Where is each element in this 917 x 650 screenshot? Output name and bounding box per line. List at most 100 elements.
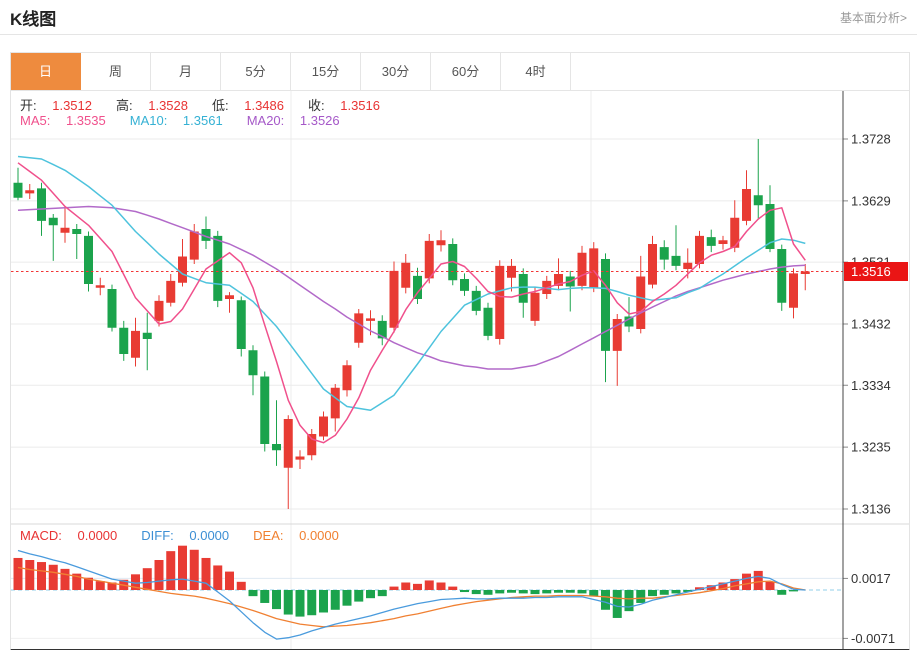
macd-hist-bar bbox=[648, 590, 657, 597]
candle-body bbox=[518, 274, 528, 303]
macd-hist-bar bbox=[131, 574, 140, 590]
macd-hist-bar bbox=[636, 590, 646, 603]
macd-hist-bar bbox=[13, 557, 23, 590]
ma20-line bbox=[17, 205, 806, 370]
tab-15分[interactable]: 15分 bbox=[291, 53, 361, 90]
candle-body bbox=[295, 456, 305, 460]
candle-body bbox=[730, 217, 740, 248]
macd-y-axis-label: -0.0071 bbox=[851, 631, 895, 646]
macd-hist-bar bbox=[60, 568, 70, 590]
candle-body bbox=[25, 190, 35, 194]
macd-hist-bar bbox=[659, 590, 669, 595]
macd-hist-bar bbox=[730, 579, 740, 590]
period-tabs: 日周月 5分 15分 30分 60分 4时 bbox=[11, 52, 909, 91]
candle-body bbox=[201, 229, 211, 241]
fundamental-analysis-link[interactable]: 基本面分析> bbox=[839, 10, 907, 25]
macd-hist-bar bbox=[389, 586, 399, 590]
macd-hist-bar bbox=[342, 590, 352, 606]
candle-body bbox=[319, 416, 328, 437]
candle-body bbox=[577, 252, 587, 286]
macd-hist-bar bbox=[624, 590, 634, 612]
candle-body bbox=[213, 235, 223, 301]
candle-body bbox=[765, 204, 775, 249]
macd-hist-bar bbox=[377, 590, 387, 597]
candle-body bbox=[377, 320, 387, 339]
candle-body bbox=[742, 189, 751, 221]
chart-area: 1.37281.36291.35311.34321.33341.32351.31… bbox=[11, 91, 909, 649]
macd-hist-bar bbox=[354, 590, 364, 602]
macd-hist-bar bbox=[589, 590, 599, 597]
last-price-badge bbox=[844, 262, 908, 281]
macd-hist-bar bbox=[330, 590, 340, 610]
candle-body bbox=[789, 273, 798, 308]
macd-hist-bar bbox=[48, 564, 58, 590]
macd-hist-bar bbox=[260, 590, 270, 603]
macd-hist-bar bbox=[236, 581, 246, 590]
macd-hist-bar bbox=[448, 586, 458, 590]
candle-body bbox=[589, 248, 599, 288]
candle-body bbox=[342, 365, 352, 391]
macd-hist-bar bbox=[166, 551, 176, 590]
candle-body bbox=[800, 271, 810, 274]
candle-body bbox=[612, 319, 622, 351]
candle-body bbox=[84, 235, 93, 284]
candle-body bbox=[718, 240, 728, 244]
y-axis-label: 1.3432 bbox=[851, 317, 891, 332]
candle-body bbox=[248, 350, 258, 376]
candle-body bbox=[530, 292, 540, 321]
candle-body bbox=[659, 247, 669, 260]
macd-hist-bar bbox=[248, 590, 258, 597]
tab-60分[interactable]: 60分 bbox=[431, 53, 501, 90]
macd-hist-bar bbox=[742, 573, 751, 590]
kline-chart-canvas[interactable]: 1.37281.36291.35311.34321.33341.32351.31… bbox=[11, 91, 909, 649]
y-axis-label: 1.3728 bbox=[851, 132, 891, 147]
candle-body bbox=[119, 327, 129, 354]
tab-5分[interactable]: 5分 bbox=[221, 53, 291, 90]
tab-4时[interactable]: 4时 bbox=[501, 53, 571, 90]
macd-hist-bar bbox=[460, 590, 469, 593]
candle-body bbox=[706, 237, 716, 246]
macd-hist-bar bbox=[507, 590, 516, 593]
macd-hist-bar bbox=[84, 577, 93, 590]
ma5-line bbox=[17, 162, 806, 444]
macd-hist-bar bbox=[565, 590, 575, 593]
candle-body bbox=[72, 229, 82, 234]
macd-hist-bar bbox=[777, 590, 787, 595]
macd-hist-bar bbox=[72, 573, 82, 590]
candle-body bbox=[272, 444, 281, 451]
candle-body bbox=[48, 217, 58, 226]
diff-line bbox=[17, 549, 806, 640]
macd-hist-bar bbox=[25, 560, 35, 590]
y-axis-label: 1.3334 bbox=[851, 378, 891, 393]
y-axis-label: 1.3629 bbox=[851, 193, 891, 208]
macd-hist-bar bbox=[753, 570, 763, 590]
candle-body bbox=[330, 387, 340, 419]
candle-body bbox=[753, 195, 763, 206]
candle-body bbox=[354, 313, 364, 343]
macd-hist-bar bbox=[307, 590, 317, 616]
candle-body bbox=[131, 330, 140, 358]
macd-hist-bar bbox=[366, 590, 375, 599]
macd-hist-bar bbox=[424, 580, 434, 590]
candle-body bbox=[260, 376, 270, 444]
tab-周[interactable]: 周 bbox=[81, 53, 151, 90]
macd-hist-bar bbox=[37, 562, 46, 590]
macd-hist-bar bbox=[401, 582, 411, 590]
candle-body bbox=[460, 279, 469, 291]
candle-body bbox=[307, 434, 317, 456]
candle-body bbox=[142, 332, 152, 339]
macd-hist-bar bbox=[495, 590, 505, 594]
candle-body bbox=[236, 300, 246, 349]
candle-body bbox=[225, 295, 234, 299]
candle-body bbox=[436, 240, 446, 246]
macd-hist-bar bbox=[601, 590, 610, 610]
candle-body bbox=[366, 318, 375, 321]
tab-30分[interactable]: 30分 bbox=[361, 53, 431, 90]
tab-日[interactable]: 日 bbox=[11, 53, 81, 90]
tab-月[interactable]: 月 bbox=[151, 53, 221, 90]
macd-hist-bar bbox=[530, 590, 540, 595]
macd-hist-bar bbox=[295, 590, 305, 617]
candle-body bbox=[424, 240, 434, 279]
candle-body bbox=[671, 255, 681, 266]
candle-body bbox=[413, 275, 422, 299]
